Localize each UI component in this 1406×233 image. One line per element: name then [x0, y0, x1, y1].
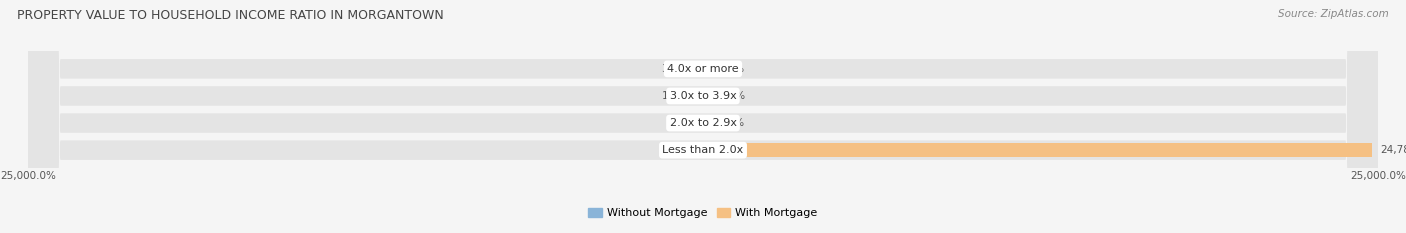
- Text: 32.8%: 32.8%: [661, 64, 695, 74]
- Text: 4.0x or more: 4.0x or more: [668, 64, 738, 74]
- Text: 15.5%: 15.5%: [711, 64, 745, 74]
- FancyBboxPatch shape: [28, 0, 1378, 233]
- Text: 2.0x to 2.9x: 2.0x to 2.9x: [669, 118, 737, 128]
- Text: PROPERTY VALUE TO HOUSEHOLD INCOME RATIO IN MORGANTOWN: PROPERTY VALUE TO HOUSEHOLD INCOME RATIO…: [17, 9, 444, 22]
- Text: 15.8%: 15.8%: [661, 91, 695, 101]
- Text: 48.8%: 48.8%: [713, 91, 745, 101]
- Text: 43.3%: 43.3%: [661, 145, 693, 155]
- Text: Source: ZipAtlas.com: Source: ZipAtlas.com: [1278, 9, 1389, 19]
- FancyBboxPatch shape: [28, 0, 1378, 233]
- Bar: [703, 143, 1372, 157]
- Legend: Without Mortgage, With Mortgage: Without Mortgage, With Mortgage: [583, 203, 823, 223]
- Text: 24,786.8%: 24,786.8%: [1381, 145, 1406, 155]
- FancyBboxPatch shape: [28, 0, 1378, 233]
- Text: 3.0x to 3.9x: 3.0x to 3.9x: [669, 91, 737, 101]
- FancyBboxPatch shape: [28, 0, 1378, 233]
- Text: Less than 2.0x: Less than 2.0x: [662, 145, 744, 155]
- Text: 8.2%: 8.2%: [668, 118, 695, 128]
- Text: 18.5%: 18.5%: [711, 118, 745, 128]
